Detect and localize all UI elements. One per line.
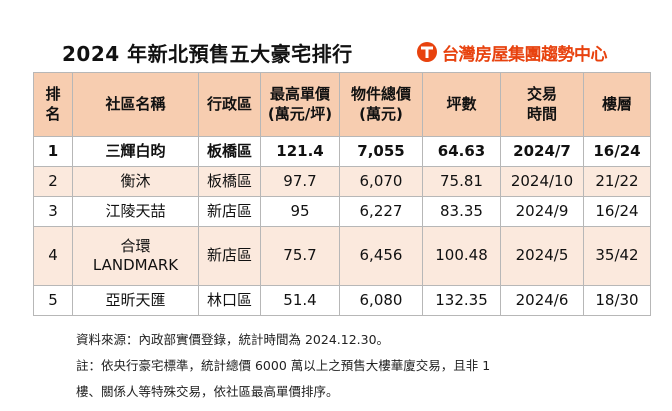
cell-community-name: 亞昕天匯 [72, 285, 199, 316]
cell-district: 林口區 [198, 285, 261, 316]
header-trade-date: 交易 時間 [500, 72, 584, 137]
brand-name: 台灣房屋集團趨勢中心 [442, 44, 608, 65]
cell-max-unit-price: 121.4 [260, 136, 340, 167]
cell-trade-date: 2024/5 [500, 226, 584, 286]
taiwan-house-logo-icon [417, 42, 437, 62]
source-note: 資料來源：內政部實價登錄，統計時間為 2024.12.30。 [76, 332, 390, 347]
cell-community-name: 衡沐 [72, 166, 199, 197]
header-rank: 排名 [33, 72, 73, 137]
luxury-ranking-table: 排名 社區名稱 行政區 最高單價 (萬元/坪) 物件總價 (萬元) 坪數 交易 時間 … [33, 72, 651, 316]
footnotes: 資料來源：內政部實價登錄，統計時間為 2024.12.30。 註：依央行豪宅標準… [76, 327, 490, 405]
cell-area: 100.48 [422, 226, 501, 286]
cell-trade-date: 2024/7 [500, 136, 584, 167]
table-row: 4 合環 LANDMARK 新店區 75.7 6,456 100.48 2024/… [33, 226, 651, 286]
cell-rank: 3 [33, 196, 73, 227]
cell-max-unit-price: 75.7 [260, 226, 340, 286]
cell-trade-date: 2024/9 [500, 196, 584, 227]
header-floor: 樓層 [583, 72, 651, 137]
cell-max-unit-price: 97.7 [260, 166, 340, 197]
table-header-row: 排名 社區名稱 行政區 最高單價 (萬元/坪) 物件總價 (萬元) 坪數 交易 時間 … [33, 72, 651, 137]
cell-district: 新店區 [198, 196, 261, 227]
criteria-note-continued: 樓、關係人等特殊交易，依社區最高單價排序。 [76, 384, 339, 399]
cell-rank: 1 [33, 136, 73, 167]
table-row: 5 亞昕天匯 林口區 51.4 6,080 132.35 2024/6 18/3… [33, 285, 651, 316]
cell-rank: 4 [33, 226, 73, 286]
cell-total-price: 6,070 [339, 166, 423, 197]
cell-community-name: 三輝白昀 [72, 136, 199, 167]
cell-total-price: 6,080 [339, 285, 423, 316]
table-row: 2 衡沐 板橋區 97.7 6,070 75.81 2024/10 21/22 [33, 166, 651, 197]
cell-rank: 5 [33, 285, 73, 316]
cell-total-price: 6,456 [339, 226, 423, 286]
header-area: 坪數 [422, 72, 501, 137]
cell-floor: 21/22 [583, 166, 651, 197]
cell-total-price: 6,227 [339, 196, 423, 227]
cell-area: 132.35 [422, 285, 501, 316]
cell-trade-date: 2024/10 [500, 166, 584, 197]
cell-floor: 18/30 [583, 285, 651, 316]
table-row: 3 江陵天喆 新店區 95 6,227 83.35 2024/9 16/24 [33, 196, 651, 227]
cell-floor: 35/42 [583, 226, 651, 286]
cell-max-unit-price: 51.4 [260, 285, 340, 316]
cell-area: 64.63 [422, 136, 501, 167]
cell-community-name: 合環 LANDMARK [72, 226, 199, 286]
cell-trade-date: 2024/6 [500, 285, 584, 316]
header-community-name: 社區名稱 [72, 72, 199, 137]
header-max-unit-price: 最高單價 (萬元/坪) [260, 72, 340, 137]
cell-rank: 2 [33, 166, 73, 197]
cell-total-price: 7,055 [339, 136, 423, 167]
table-row: 1 三輝白昀 板橋區 121.4 7,055 64.63 2024/7 16/2… [33, 136, 651, 167]
page-title: 2024 年新北預售五大豪宅排行 [62, 42, 353, 66]
cell-floor: 16/24 [583, 196, 651, 227]
cell-max-unit-price: 95 [260, 196, 340, 227]
criteria-note: 註：依央行豪宅標準，統計總價 6000 萬以上之預售大樓華廈交易，且非 1 [76, 358, 491, 373]
brand-logo: 台灣房屋集團趨勢中心 [416, 40, 608, 65]
cell-area: 75.81 [422, 166, 501, 197]
cell-floor: 16/24 [583, 136, 651, 167]
header-district: 行政區 [198, 72, 261, 137]
cell-district: 板橋區 [198, 166, 261, 197]
cell-area: 83.35 [422, 196, 501, 227]
cell-district: 新店區 [198, 226, 261, 286]
header-total-price: 物件總價 (萬元) [339, 72, 423, 137]
cell-community-name: 江陵天喆 [72, 196, 199, 227]
cell-district: 板橋區 [198, 136, 261, 167]
